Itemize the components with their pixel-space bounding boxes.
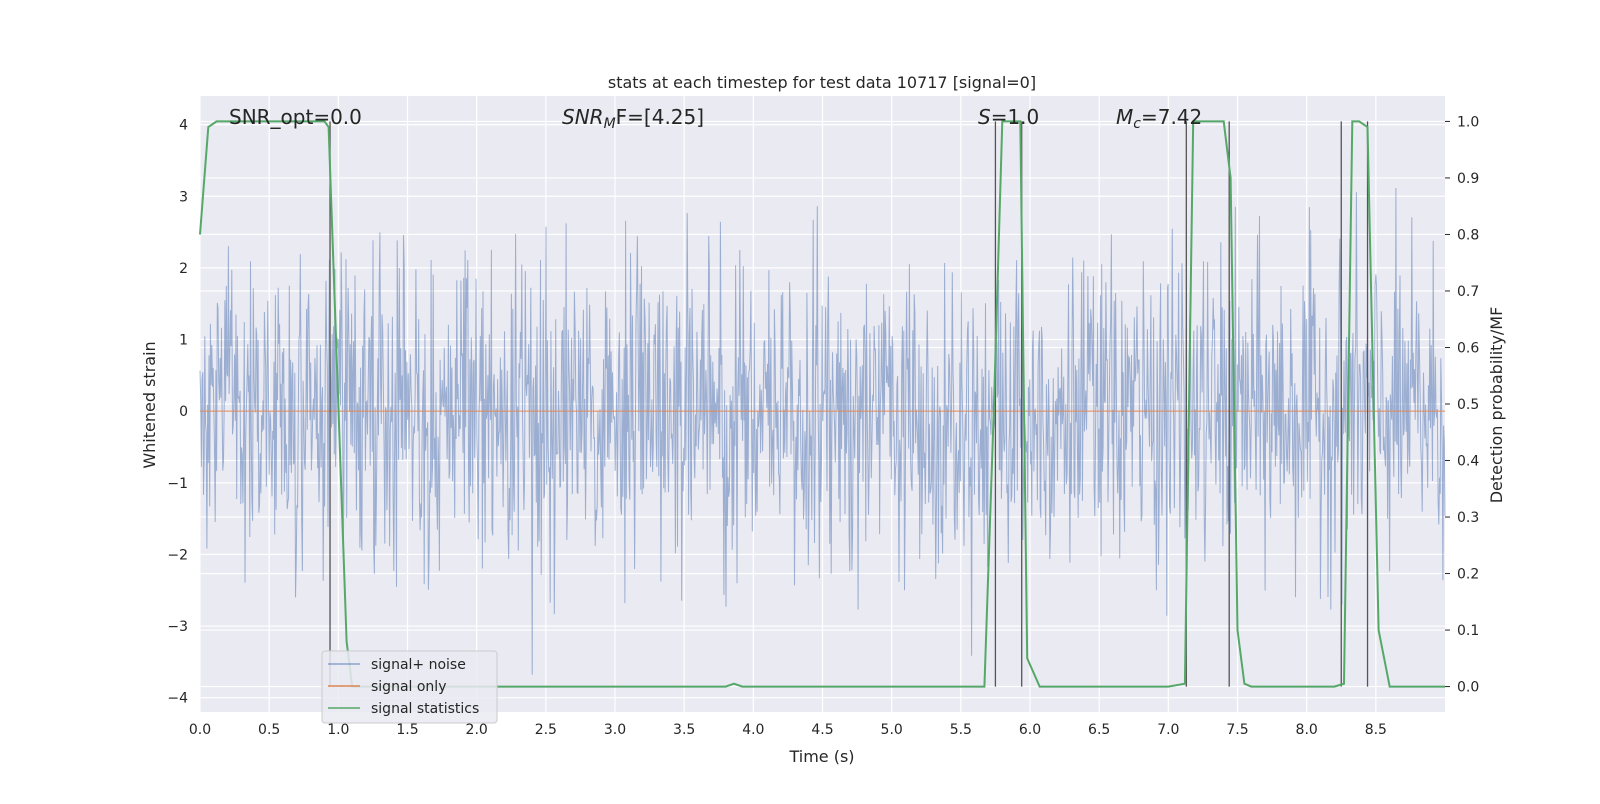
- annotation-s-var: S: [978, 105, 991, 129]
- series-signal-noise: [199, 187, 1446, 675]
- x-tick-label-16: 8.0: [1296, 722, 1318, 738]
- y-axis-label-left: Whitened strain: [140, 341, 159, 468]
- y-right-tick-label-7: 0.7: [1457, 284, 1479, 300]
- annotation-mc: Mc=7.42: [1116, 105, 1202, 132]
- x-tick-label-13: 6.5: [1088, 722, 1110, 738]
- legend-label-signal-noise: signal+ noise: [371, 657, 466, 673]
- y-right-tick-label-3: 0.3: [1457, 510, 1479, 526]
- annotation-snr-mf-main: SNR: [562, 105, 604, 129]
- y-left-tick-label-5: 1: [179, 333, 188, 349]
- y-left-tick-label-3: −1: [167, 476, 188, 492]
- x-tick-label-8: 4.0: [742, 722, 764, 738]
- tick-labels: 0.0 0.5 1.0 1.5 2.0 2.5 3.0 3.5 4.0 4.5 5.0 5.5 6.0 6…: [167, 114, 1479, 738]
- annotation-snr-mf-sub: M: [604, 116, 616, 132]
- signal-noise-trace: [199, 187, 1446, 675]
- y-right-tick-label-4: 0.4: [1457, 454, 1479, 470]
- signal-statistics-line: [199, 120, 1445, 688]
- y-left-tick-label-0: −4: [167, 691, 188, 707]
- x-tick-label-15: 7.5: [1226, 722, 1248, 738]
- x-tick-label-11: 5.5: [950, 722, 972, 738]
- x-tick-label-4: 2.0: [466, 722, 488, 738]
- annotation-mc-var: M: [1116, 105, 1133, 129]
- x-tick-label-6: 3.0: [604, 722, 626, 738]
- x-tick-label-0: 0.0: [189, 722, 211, 738]
- annotation-mc-rest: =7.42: [1141, 105, 1202, 129]
- annotation-snr-mf-rest: F=[4.25]: [616, 105, 704, 129]
- legend: signal+ noise signal only signal statist…: [321, 650, 498, 724]
- legend-label-signal-statistics: signal statistics: [371, 701, 479, 717]
- x-tick-label-17: 8.5: [1365, 722, 1387, 738]
- y-right-tick-label-0: 0.0: [1457, 680, 1479, 696]
- y-right-tick-label-1: 0.1: [1457, 623, 1479, 639]
- y-right-tick-label-9: 0.9: [1457, 171, 1479, 187]
- annotation-s-rest: =1.0: [991, 105, 1040, 129]
- y-left-tick-label-4: 0: [179, 404, 188, 420]
- y-right-tick-label-5: 0.5: [1457, 397, 1479, 413]
- x-tick-label-12: 6.0: [1019, 722, 1041, 738]
- annotation-s: S=1.0: [978, 105, 1039, 129]
- y-right-tick-label-2: 0.2: [1457, 567, 1479, 583]
- x-tick-label-1: 0.5: [258, 722, 280, 738]
- x-axis-label: Time (s): [788, 747, 854, 766]
- annotation-snr-opt: SNR_opt=0.0: [229, 105, 362, 129]
- y-right-tick-label-6: 0.6: [1457, 340, 1479, 356]
- y-right-tick-label-10: 1.0: [1457, 114, 1479, 130]
- annotation-mc-sub: c: [1133, 116, 1141, 132]
- legend-box: [321, 650, 498, 724]
- x-tick-label-9: 4.5: [811, 722, 833, 738]
- x-tick-label-2: 1.0: [327, 722, 349, 738]
- legend-label-signal-only: signal only: [371, 679, 446, 695]
- y-left-tick-label-1: −3: [167, 619, 188, 635]
- x-tick-label-5: 2.5: [535, 722, 557, 738]
- y-axis-label-right: Detection probability/MF: [1487, 307, 1506, 504]
- y-left-tick-label-2: −2: [167, 547, 188, 563]
- x-tick-label-10: 5.0: [881, 722, 903, 738]
- y-left-tick-label-8: 4: [179, 118, 188, 134]
- x-tick-label-7: 3.5: [673, 722, 695, 738]
- y-left-tick-label-6: 2: [179, 261, 188, 277]
- series-signal-statistics: [199, 120, 1445, 688]
- y-right-tick-label-8: 0.8: [1457, 227, 1479, 243]
- y-left-tick-label-7: 3: [179, 189, 188, 205]
- x-tick-label-3: 1.5: [396, 722, 418, 738]
- annotation-snr-mf: SNRMF=[4.25]: [562, 105, 704, 132]
- chart-title: stats at each timestep for test data 107…: [608, 73, 1036, 92]
- x-tick-label-14: 7.0: [1157, 722, 1179, 738]
